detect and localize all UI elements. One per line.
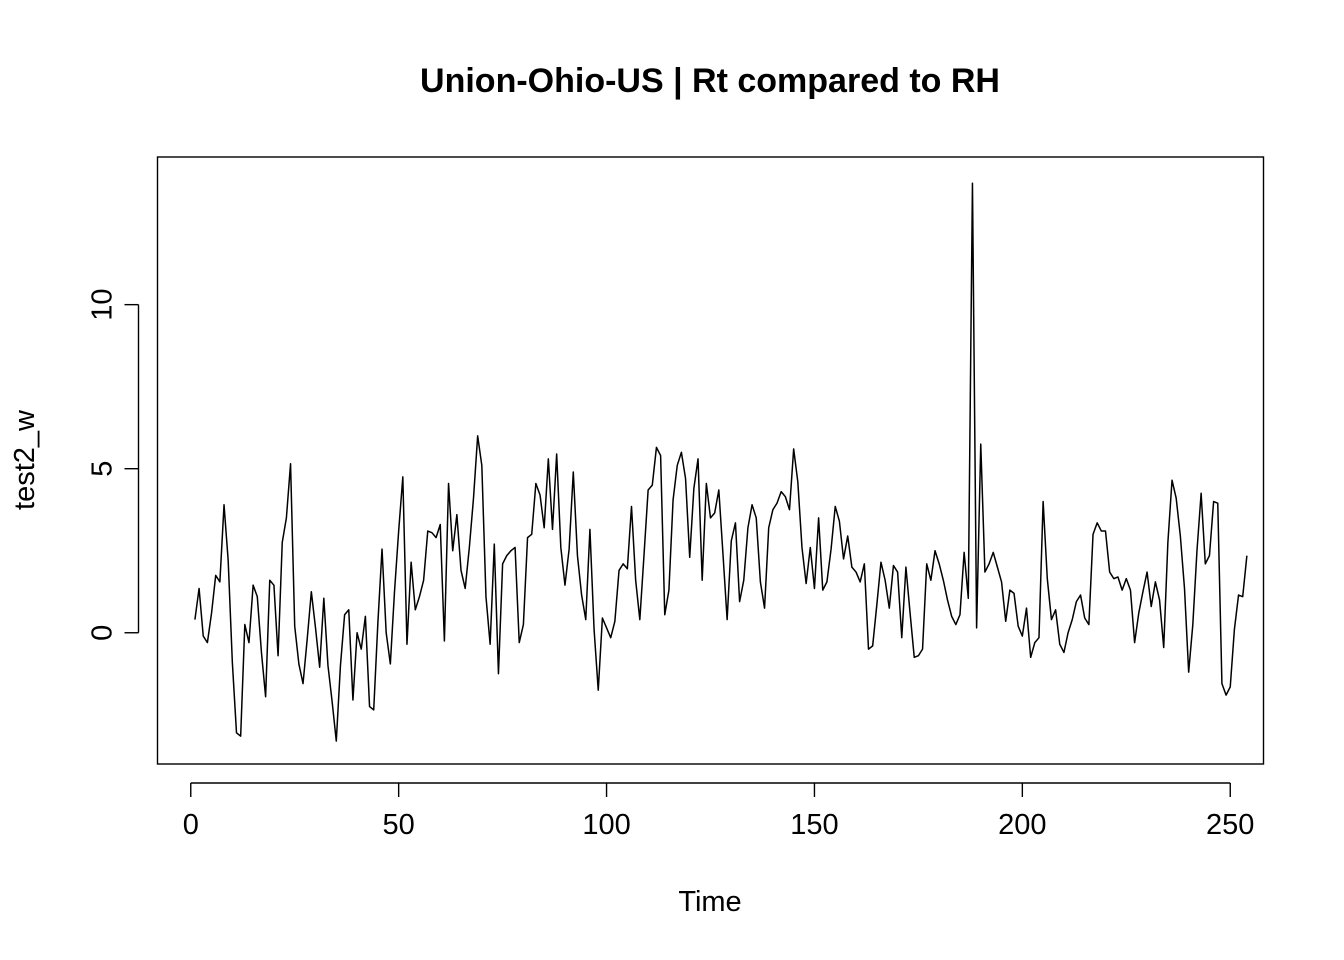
- x-axis-label: Time: [678, 886, 741, 918]
- series-line-test2_w: [194, 182, 1248, 742]
- x-tick-label: 50: [383, 809, 415, 841]
- chart-title: Union-Ohio-US | Rt compared to RH: [420, 62, 1000, 100]
- x-tick-label: 0: [183, 809, 199, 841]
- plot-frame: [156, 156, 1265, 765]
- y-tick-label: 5: [87, 461, 119, 477]
- x-tick-label: 150: [790, 809, 838, 841]
- x-tick-label: 200: [998, 809, 1046, 841]
- y-tick-label: 10: [87, 289, 119, 321]
- x-axis: 0 50 100 150 200 250: [183, 782, 1254, 841]
- x-tick-label: 250: [1206, 809, 1254, 841]
- y-tick-label: 0: [87, 625, 119, 641]
- y-axis: 0 5 10: [87, 289, 140, 641]
- x-tick-label: 100: [582, 809, 630, 841]
- y-axis-label: test2_w: [9, 409, 41, 510]
